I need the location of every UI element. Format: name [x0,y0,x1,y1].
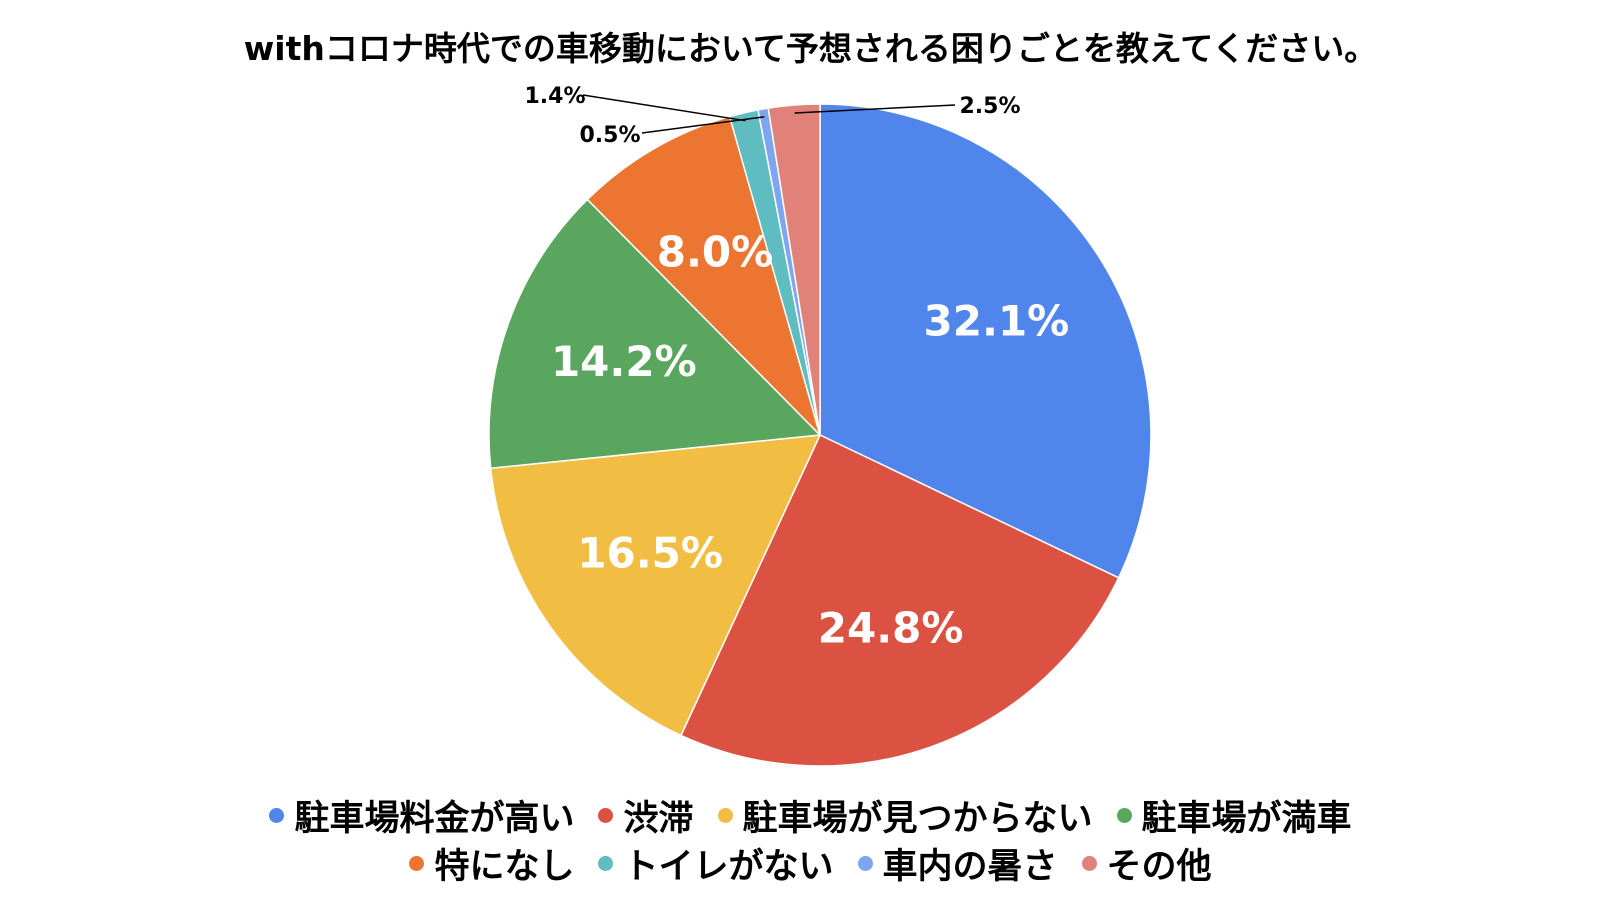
legend-item-parking-fee-high: 駐車場料金が高い [269,790,574,841]
legend-item-parking-full: 駐車場が満車 [1116,790,1352,841]
pie-slice-other [767,103,821,436]
legend-dot-icon [717,808,733,823]
legend-dot-icon [409,856,425,871]
chart-title: withコロナ時代での車移動において予想される困りごとを教えてください。 [243,29,1378,68]
leader-line-car-heat [641,116,765,134]
legend-item-traffic-jam: 渋滞 [598,790,694,841]
legend-label: トイレがない [623,847,834,887]
leader-line-other [794,104,956,114]
pie-slice-nothing-particular [586,115,821,436]
slice-label-nothing-particular: 8.0% [657,227,773,276]
pie-slice-parking-not-found [489,434,822,737]
legend-dot-icon [269,808,285,823]
legend-row-1: 駐車場料金が高い 渋滞 駐車場が見つからない 駐車場が満車 [0,790,1621,841]
legend-label: 駐車場が見つからない [742,799,1093,839]
pie-slice-traffic-jam [679,433,1120,767]
legend-dot-icon [857,856,873,871]
legend-item-no-toilet: トイレがない [598,838,834,889]
slice-label-parking-full: 14.2% [551,337,697,386]
legend-label: 特になし [434,847,575,887]
legend-item-car-heat: 車内の暑さ [857,838,1058,889]
legend-item-other: その他 [1081,838,1212,889]
legend-dot-icon [598,808,614,823]
legend-dot-icon [598,856,614,871]
legend-label: 駐車場が満車 [1141,799,1352,839]
legend-dot-icon [1116,808,1132,823]
slice-label-traffic-jam: 24.8% [818,604,964,653]
leader-line-no-toilet [582,94,746,122]
legend-label: その他 [1106,847,1212,887]
legend-label: 渋滞 [623,799,694,839]
legend-label: 車内の暑さ [882,847,1058,887]
slice-label-parking-not-found: 16.5% [577,528,723,577]
legend-item-nothing-particular: 特になし [409,838,574,889]
slice-label-car-heat: 0.5% [579,123,640,148]
legend-item-parking-not-found: 駐車場が見つからない [717,790,1093,841]
legend-dot-icon [1081,856,1097,871]
slice-label-other: 2.5% [959,94,1020,119]
legend-row-2: 特になし トイレがない 車内の暑さ その他 [0,838,1621,889]
pie-slice-parking-full [488,198,822,470]
slice-label-parking-fee-high: 32.1% [924,296,1070,345]
pie-slice-parking-fee-high [819,103,1152,579]
legend-label: 駐車場料金が高い [294,799,575,839]
slice-label-no-toilet: 1.4% [524,84,585,109]
